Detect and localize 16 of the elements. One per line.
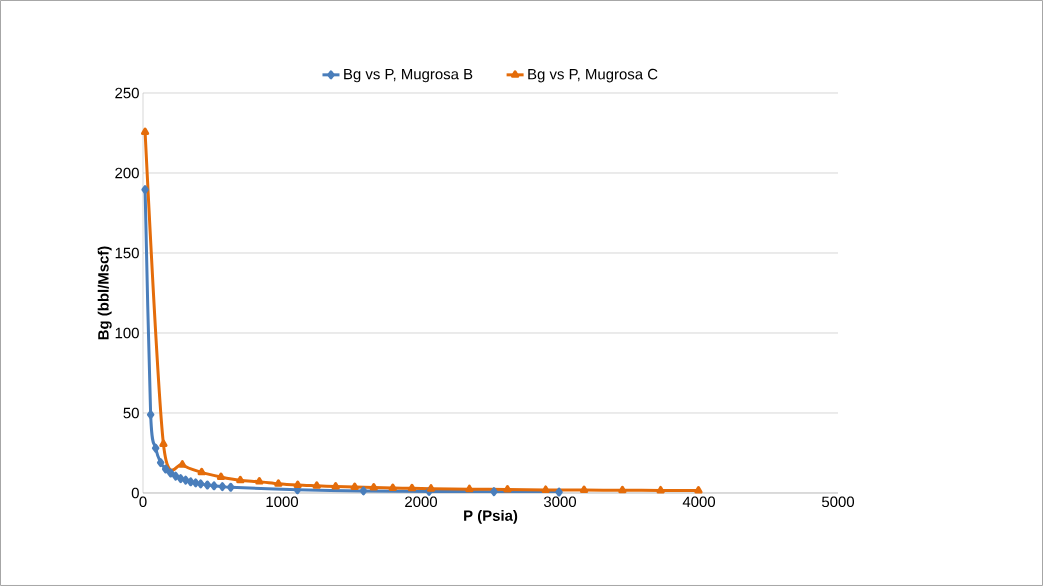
y-tick-label: 250 xyxy=(115,87,139,99)
x-tick-label: 1000 xyxy=(266,496,299,508)
x-tick-label: 0 xyxy=(139,496,147,508)
x-tick-label: 5000 xyxy=(821,496,855,508)
y-axis-title: Bg (bbl/Mscf) xyxy=(97,246,112,340)
y-tick-label: 200 xyxy=(115,167,139,179)
y-tick-label: 50 xyxy=(123,407,139,419)
x-tick-label: 2000 xyxy=(405,496,438,508)
x-axis-title: P (Psia) xyxy=(464,509,518,524)
x-tick-label: 4000 xyxy=(682,496,716,508)
legend-label: Bg vs P, Mugrosa C xyxy=(528,68,658,83)
y-tick-label: 150 xyxy=(115,247,139,259)
legend-label: Bg vs P, Mugrosa B xyxy=(344,68,473,83)
y-tick-label: 0 xyxy=(131,487,139,499)
x-tick-label: 3000 xyxy=(543,496,577,508)
y-tick-label: 100 xyxy=(115,327,139,339)
